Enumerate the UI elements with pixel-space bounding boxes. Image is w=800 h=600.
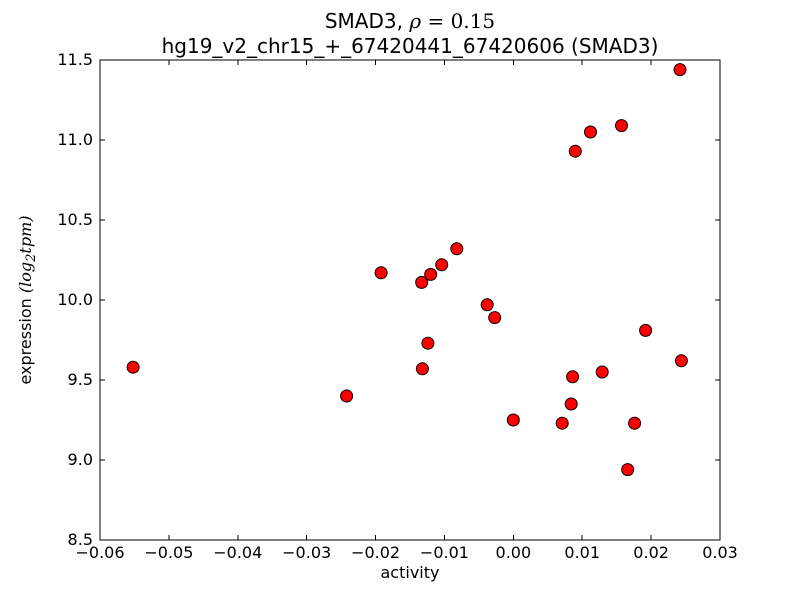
- data-point: [421, 336, 435, 350]
- data-point: [126, 360, 140, 374]
- x-tick-label: 0.01: [564, 543, 601, 562]
- data-point: [450, 242, 464, 256]
- data-point: [584, 125, 597, 139]
- data-point: [621, 463, 635, 477]
- data-point: [415, 362, 429, 376]
- data-point: [555, 416, 569, 430]
- x-axis-label: activity: [380, 563, 440, 582]
- chart-title: SMAD3, ρ = 0.15: [100, 9, 720, 34]
- data-point: [639, 323, 653, 337]
- x-tick-label: −0.02: [351, 543, 401, 562]
- title-gene-text: SMAD3,: [324, 9, 410, 33]
- chart-title-block: SMAD3, ρ = 0.15 hg19_v2_chr15_+_67420441…: [100, 9, 720, 59]
- y-axis-label: expression (log2tpm): [15, 60, 39, 540]
- data-point: [340, 389, 354, 403]
- title-rho-symbol: ρ: [409, 9, 422, 33]
- y-tick-label: 9.5: [67, 370, 93, 389]
- data-point: [480, 298, 494, 312]
- y-tick-label: 8.5: [67, 530, 93, 549]
- data-point: [674, 354, 688, 368]
- data-point: [424, 267, 438, 281]
- data-point: [568, 144, 582, 158]
- data-point: [673, 63, 687, 77]
- data-point: [488, 311, 502, 325]
- data-point: [628, 416, 642, 430]
- x-tick-label: −0.06: [75, 543, 125, 562]
- data-point: [595, 365, 609, 379]
- y-tick-label: 10.0: [57, 290, 93, 309]
- data-point: [374, 266, 388, 280]
- scatter-points: [126, 63, 688, 477]
- x-tick-label: −0.04: [213, 543, 263, 562]
- ylabel-math-subscript: 2: [24, 253, 39, 262]
- data-point: [506, 413, 520, 427]
- x-tick-label: −0.05: [144, 543, 194, 562]
- data-point: [435, 258, 449, 272]
- axis-ticks: [99, 59, 721, 541]
- x-tick-label: 0.00: [495, 543, 532, 562]
- chart-subtitle: hg19_v2_chr15_+_67420441_67420606 (SMAD3…: [161, 34, 659, 58]
- data-point: [566, 370, 580, 384]
- ylabel-text: expression: [16, 293, 35, 385]
- data-point: [564, 397, 578, 411]
- ylabel-math-var: tpm): [16, 215, 35, 254]
- title-rho-value: = 0.15: [421, 9, 496, 33]
- y-tick-label: 9.0: [67, 450, 93, 469]
- y-tick-label: 10.5: [57, 210, 93, 229]
- x-tick-label: −0.03: [282, 543, 332, 562]
- ylabel-math-log: (log: [16, 261, 35, 294]
- x-tick-label: 0.02: [633, 543, 669, 562]
- x-tick-label: −0.01: [419, 543, 469, 562]
- x-tick-label: 0.03: [702, 543, 738, 562]
- data-point: [615, 119, 628, 133]
- y-tick-label: 11.0: [57, 130, 93, 149]
- data-point: [415, 275, 429, 289]
- y-tick-label: 11.5: [57, 50, 93, 69]
